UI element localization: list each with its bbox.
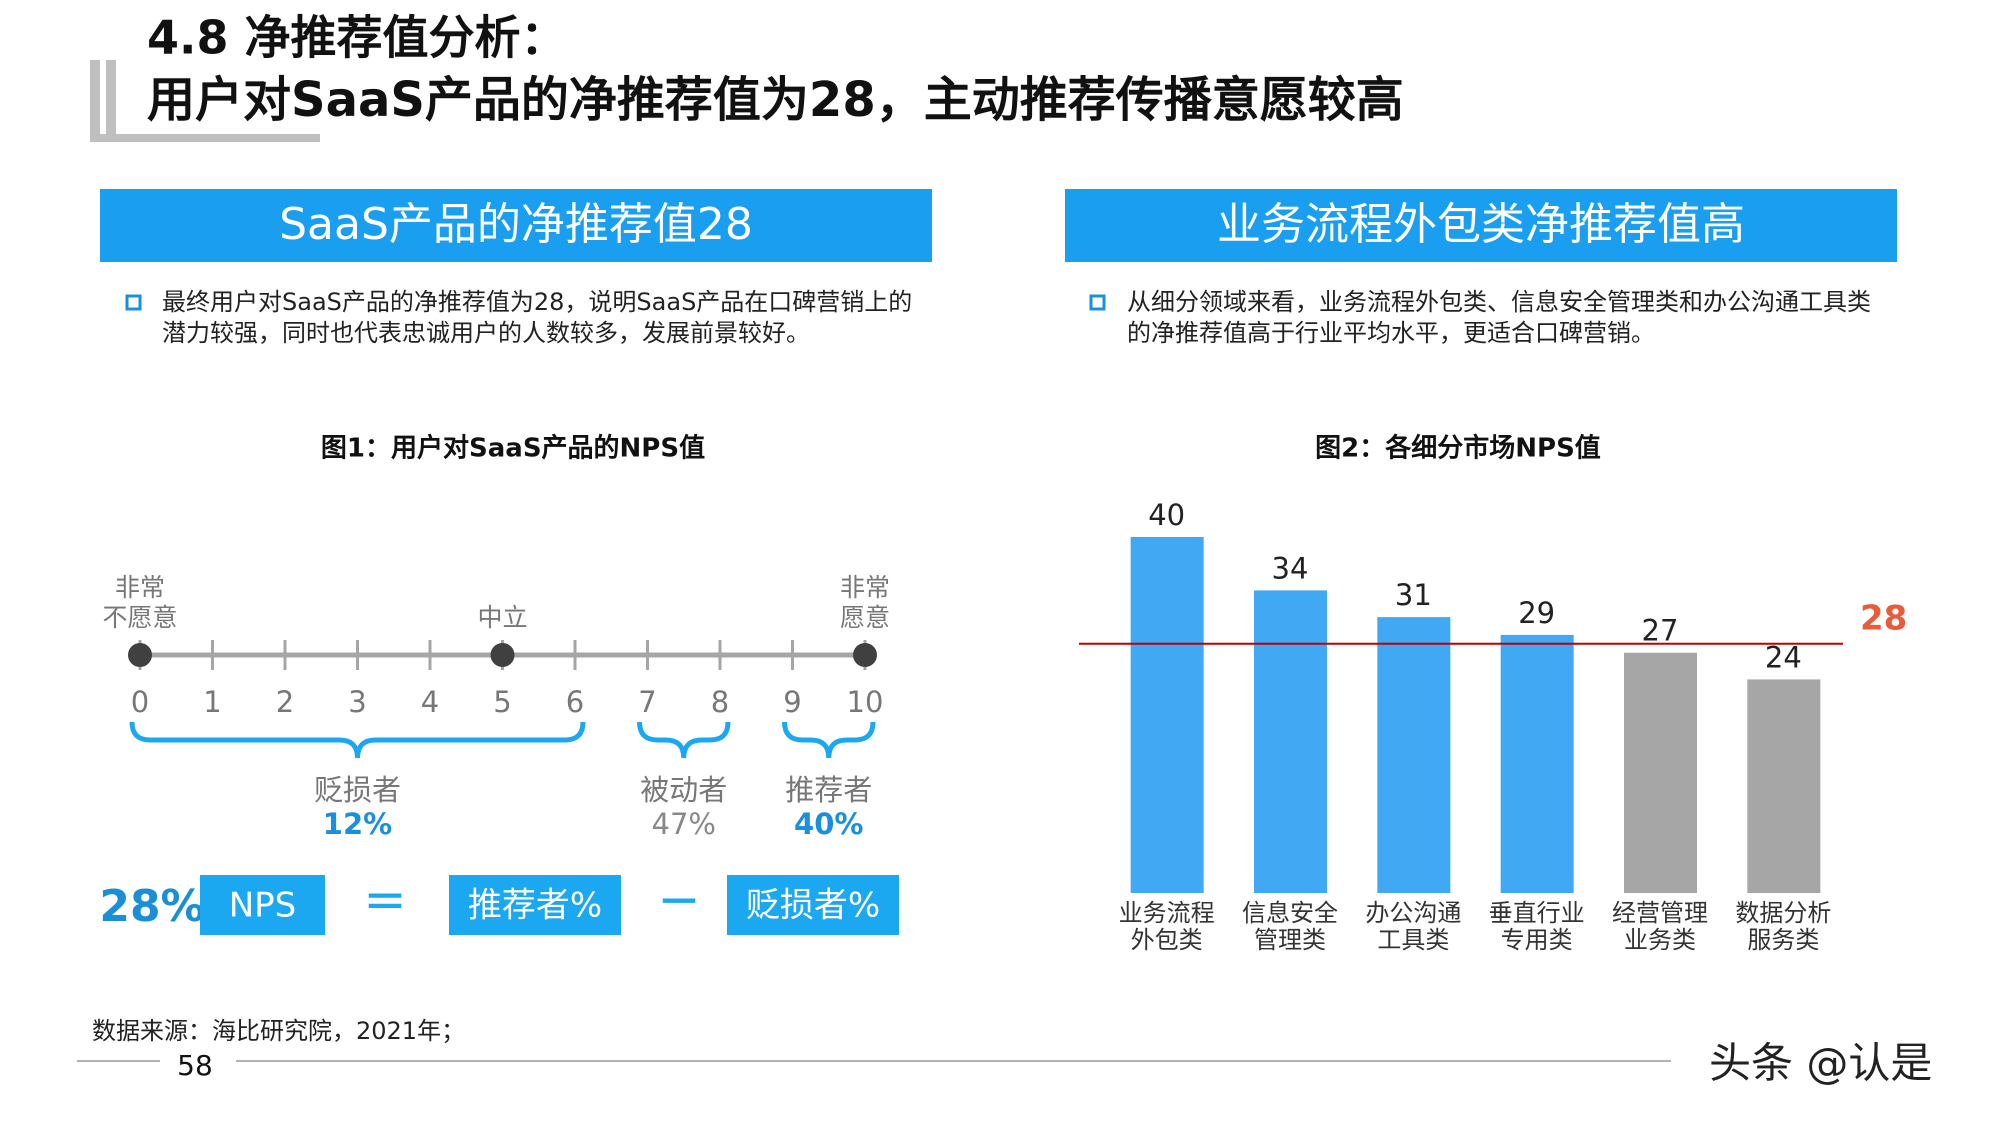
heading: SaaS产品的净推荐值28: [279, 199, 753, 250]
value-label: 34: [1272, 551, 1309, 585]
group-name: 推荐者: [785, 773, 872, 807]
scale-anchor: [853, 643, 877, 667]
x-tick-label: 垂直行业专用类: [1488, 899, 1585, 954]
group-share: 12%: [323, 807, 392, 841]
bar: [1747, 679, 1821, 893]
anchor-label: 愿意: [840, 603, 890, 632]
scale-tick-label: 0: [131, 685, 149, 719]
formula-box: [449, 875, 621, 935]
value-label: 27: [1642, 614, 1679, 648]
paragraph: 从细分领域来看，业务流程外包类、信息安全管理类和办公沟通工具类的净推荐值高于行业…: [1127, 288, 1871, 347]
formula-box: [200, 875, 325, 935]
bullet: [1089, 294, 1106, 311]
brace: [782, 721, 876, 759]
scale-tick-label: 5: [493, 685, 511, 719]
formula-term: 贬损者%: [746, 886, 880, 926]
source: 数据来源：海比研究院，2021年；: [92, 1017, 465, 1045]
heading-box: [1065, 189, 1897, 262]
bar: [1377, 617, 1451, 893]
scale-tick-label: 4: [421, 685, 439, 719]
value-label: 29: [1518, 596, 1555, 630]
page-number: 58: [177, 1049, 213, 1082]
value-label: 24: [1765, 640, 1802, 674]
formula-box: [727, 875, 899, 935]
decor-bar: [90, 60, 100, 140]
figure-title: 图2：各细分市场NPS值: [1315, 433, 1601, 464]
decor-bar: [106, 60, 116, 140]
group-share: 47%: [652, 807, 716, 841]
heading: 业务流程外包类净推荐值高: [1217, 199, 1745, 250]
nps-result: 28%: [99, 881, 204, 932]
bar: [1624, 652, 1697, 893]
brace: [637, 721, 731, 759]
value-label: 40: [1148, 498, 1185, 532]
scale-tick-label: 3: [348, 685, 366, 719]
heading-box: [100, 189, 932, 262]
bar: [1130, 537, 1204, 893]
title: 4.8 净推荐值分析：: [147, 11, 567, 65]
anchor-label: 中立: [477, 603, 527, 632]
anchor-label: 非常: [115, 573, 165, 602]
scale-tick-label: 10: [847, 685, 884, 719]
brace: [129, 721, 586, 759]
bullet: [125, 294, 142, 311]
scale-tick-label: 2: [276, 685, 294, 719]
scale-tick-label: 9: [783, 685, 801, 719]
scale-tick-label: 8: [711, 685, 729, 719]
paragraph: 最终用户对SaaS产品的净推荐值为28，说明SaaS产品在口碑营销上的潜力较强，…: [162, 288, 913, 347]
formula-term: 推荐者%: [468, 886, 602, 926]
x-tick-label: 信息安全管理类: [1242, 899, 1338, 954]
formula-term: NPS: [229, 886, 297, 926]
reference-label: 28: [1860, 599, 1907, 639]
bar: [1254, 590, 1327, 893]
group-name: 被动者: [640, 773, 727, 807]
anchor-label: 不愿意: [102, 603, 177, 632]
scale-tick-label: 7: [638, 685, 656, 719]
x-tick-label: 业务流程外包类: [1118, 899, 1215, 954]
formula-op: =: [363, 870, 407, 930]
formula-op: −: [657, 870, 701, 930]
scale-anchor: [128, 643, 152, 667]
group-share: 40%: [794, 807, 863, 841]
x-tick-label: 办公沟通工具类: [1365, 899, 1462, 954]
group-name: 贬损者: [314, 773, 401, 807]
title: 用户对SaaS产品的净推荐值为28，主动推荐传播意愿较高: [147, 72, 1404, 128]
scale-anchor: [490, 643, 515, 667]
figure-title: 图1：用户对SaaS产品的NPS值: [321, 433, 705, 464]
bar: [1500, 634, 1574, 893]
x-tick-label: 数据分析服务类: [1735, 899, 1832, 954]
anchor-label: 非常: [840, 573, 890, 602]
x-tick-label: 经营管理业务类: [1612, 899, 1708, 954]
decor-bar: [90, 134, 320, 142]
scale-tick-label: 1: [203, 685, 221, 719]
watermark: 头条 @认是: [1709, 1039, 1932, 1088]
scale-tick-label: 6: [566, 685, 584, 719]
value-label: 31: [1395, 578, 1432, 612]
